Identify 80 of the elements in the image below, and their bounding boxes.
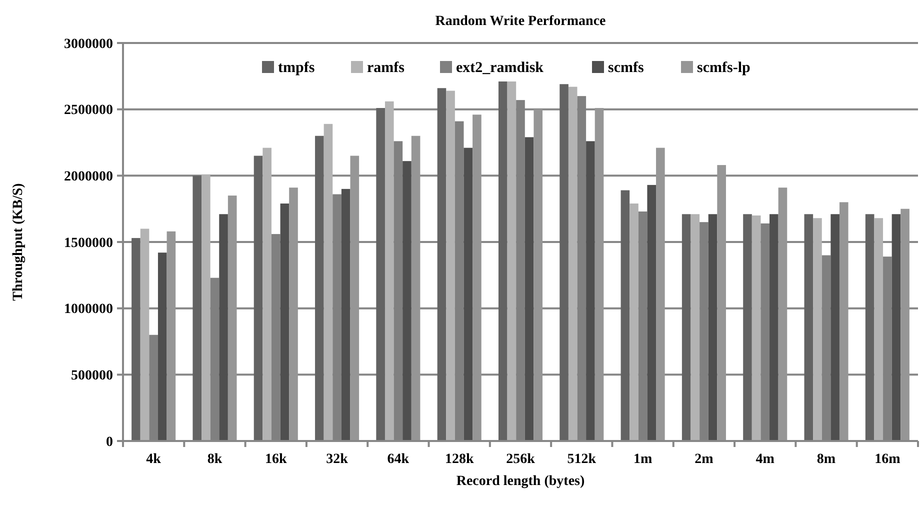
x-tick-label: 64k <box>387 452 410 467</box>
bar <box>892 214 901 441</box>
bar <box>752 215 761 441</box>
bar <box>656 148 665 441</box>
bar <box>437 88 446 441</box>
bar <box>498 81 508 441</box>
x-tick-label: 16k <box>264 452 287 467</box>
bar <box>743 214 752 441</box>
y-tick-label: 2000000 <box>64 170 113 185</box>
bar <box>560 84 568 441</box>
x-tick-label: 128k <box>444 452 474 467</box>
legend-label: scmfs-lp <box>697 60 750 76</box>
bar <box>350 156 360 441</box>
x-tick-label: 4k <box>146 452 162 467</box>
bar <box>192 176 202 441</box>
bar <box>158 252 167 441</box>
y-tick-label: 3000000 <box>64 36 113 52</box>
y-tick-label: 2500000 <box>64 103 113 118</box>
bar <box>384 101 394 441</box>
bar <box>830 214 840 441</box>
x-tick-label: 4m <box>756 452 775 467</box>
bar <box>254 156 263 441</box>
x-axis-title: Record length (bytes) <box>456 474 585 489</box>
bar <box>289 188 298 441</box>
bar <box>717 165 726 441</box>
bar <box>219 214 228 441</box>
bar <box>324 124 333 441</box>
bar <box>262 148 272 441</box>
x-tick-label: 2m <box>694 452 714 467</box>
bar <box>202 174 210 441</box>
y-axis-title: Throughput (KB/S) <box>11 182 26 301</box>
bar <box>900 208 910 441</box>
bar <box>315 136 324 441</box>
bar <box>228 196 237 441</box>
bar <box>708 214 718 441</box>
bar <box>682 214 691 441</box>
bar <box>620 190 630 441</box>
bar <box>770 214 778 441</box>
bar <box>524 137 534 441</box>
bar <box>411 136 420 441</box>
y-tick-label: 1500000 <box>64 236 113 251</box>
bar <box>280 204 290 441</box>
legend-label: ext2_ramdisk <box>456 60 544 76</box>
bar <box>804 214 814 441</box>
x-tick-label: 8m <box>816 452 836 467</box>
bar <box>140 228 150 441</box>
bar <box>594 108 604 441</box>
bar <box>132 238 140 441</box>
bar <box>472 114 482 441</box>
bar <box>166 231 176 441</box>
x-tick-label: 32k <box>326 452 348 467</box>
bar <box>690 214 700 441</box>
bar <box>376 108 385 441</box>
y-tick-label: 0 <box>106 434 113 450</box>
bar <box>446 90 455 441</box>
legend-label: scmfs <box>608 60 644 76</box>
bar <box>507 81 516 441</box>
x-tick-label: 256k <box>506 452 536 467</box>
bar <box>778 188 788 441</box>
bar <box>647 184 656 441</box>
x-tick-label: 1m <box>633 452 652 467</box>
bar <box>534 109 543 441</box>
bar <box>630 204 638 441</box>
bar <box>586 141 595 441</box>
bar <box>865 214 874 441</box>
legend-label: ramfs <box>367 60 405 76</box>
bar <box>874 218 884 441</box>
x-tick-label: 512k <box>567 452 596 467</box>
x-tick-label: 16m <box>874 452 901 467</box>
chart-title: Random Write Performance <box>435 14 606 29</box>
bar <box>341 188 350 441</box>
legend-label: tmpfs <box>278 60 315 76</box>
bar <box>813 218 822 441</box>
y-tick-label: 1000000 <box>64 302 113 318</box>
y-tick-label: 500000 <box>71 368 113 384</box>
bar <box>402 161 412 441</box>
bar <box>464 148 473 441</box>
x-tick-label: 8k <box>207 452 222 467</box>
bar <box>568 86 578 441</box>
bar <box>839 202 848 441</box>
